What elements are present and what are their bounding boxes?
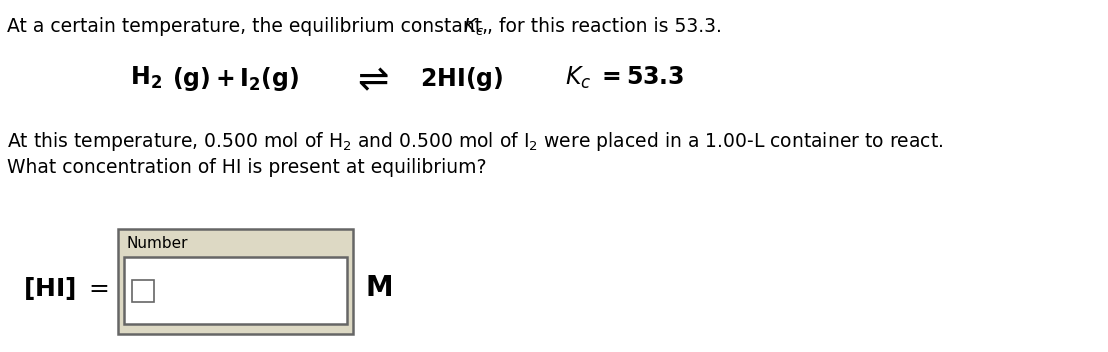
Text: $\mathbf{[HI]}$ $=$: $\mathbf{[HI]}$ $=$	[23, 275, 109, 302]
Text: At a certain temperature, the equilibrium constant,: At a certain temperature, the equilibriu…	[7, 17, 494, 36]
Text: Number: Number	[127, 236, 188, 251]
Text: $\mathbf{M}$: $\mathbf{M}$	[365, 275, 392, 302]
Text: $\mathbf{H_2}$: $\mathbf{H_2}$	[130, 65, 162, 91]
Text: What concentration of HI is present at equilibrium?: What concentration of HI is present at e…	[7, 158, 486, 177]
Text: $K_c$: $K_c$	[463, 17, 484, 38]
Text: $\mathit{K}_c$: $\mathit{K}_c$	[565, 65, 592, 91]
Text: $\mathbf{= 53.3}$: $\mathbf{= 53.3}$	[597, 65, 685, 89]
Text: $\rightleftharpoons$: $\rightleftharpoons$	[350, 63, 389, 99]
Text: $\mathbf{2HI(g)}$: $\mathbf{2HI(g)}$	[420, 65, 503, 93]
FancyBboxPatch shape	[132, 279, 154, 302]
FancyBboxPatch shape	[117, 229, 353, 334]
Text: $\mathbf{(g) + I_2(g)}$: $\mathbf{(g) + I_2(g)}$	[172, 65, 299, 93]
FancyBboxPatch shape	[124, 257, 347, 324]
Text: , for this reaction is 53.3.: , for this reaction is 53.3.	[488, 17, 722, 36]
Text: At this temperature, 0.500 mol of H$_2$ and 0.500 mol of I$_2$ were placed in a : At this temperature, 0.500 mol of H$_2$ …	[7, 130, 943, 153]
